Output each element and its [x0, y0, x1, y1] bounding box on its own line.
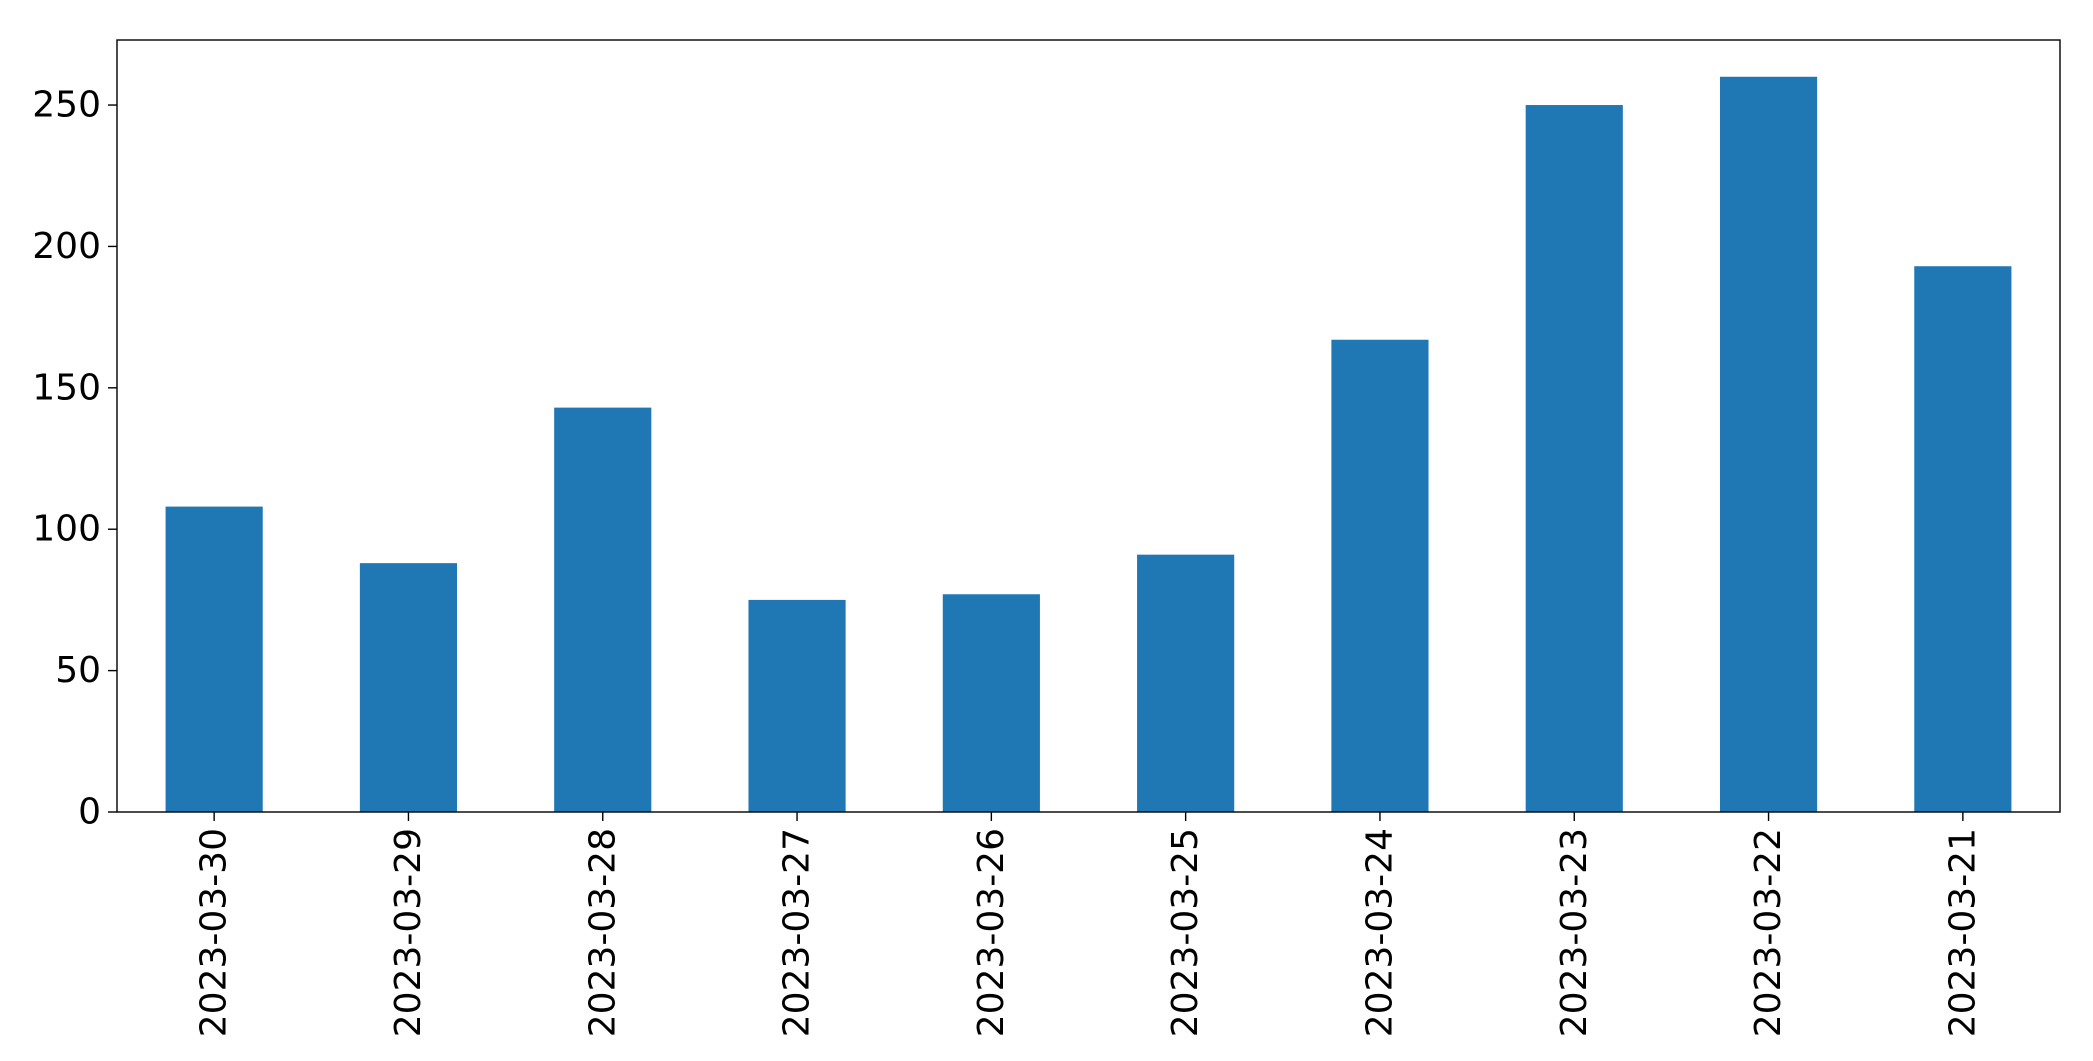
x-tick-label: 2023-03-22 [1748, 828, 1789, 1037]
bar-2023-03-28 [554, 407, 652, 812]
x-tick-label: 2023-03-23 [1554, 828, 1595, 1037]
y-tick-label: 100 [32, 509, 101, 550]
bar-2023-03-25 [1137, 554, 1235, 812]
y-tick-label: 200 [32, 226, 101, 267]
bar-2023-03-24 [1331, 339, 1429, 812]
y-tick-label: 50 [55, 650, 101, 691]
bar-2023-03-22 [1719, 76, 1818, 812]
bar-2023-03-21 [1914, 266, 2012, 812]
x-tick-label: 2023-03-27 [777, 828, 818, 1037]
x-tick-label: 2023-03-26 [971, 828, 1012, 1037]
y-tick-label: 250 [32, 85, 101, 126]
bar-2023-03-23 [1525, 105, 1623, 813]
bar-2023-03-29 [359, 563, 458, 812]
x-tick-label: 2023-03-24 [1359, 828, 1400, 1037]
y-tick-label: 150 [32, 367, 101, 408]
bar-2023-03-30 [165, 506, 263, 812]
y-tick-label: 0 [78, 792, 101, 833]
x-tick-label: 2023-03-25 [1165, 828, 1206, 1037]
bars-group [165, 76, 2012, 813]
plot-frame [116, 39, 2061, 813]
x-tick-label: 2023-03-30 [194, 828, 235, 1037]
x-tick-label: 2023-03-29 [388, 828, 429, 1037]
x-tick-label: 2023-03-21 [1942, 828, 1983, 1037]
bar-2023-03-26 [942, 594, 1040, 812]
y-axis: 0 50 100 150 200 250 [32, 85, 117, 833]
bar-2023-03-27 [748, 599, 846, 812]
x-axis: 2023-03-30 2023-03-29 2023-03-28 2023-03-27… [194, 812, 1983, 1037]
x-tick-label: 2023-03-28 [582, 828, 623, 1037]
